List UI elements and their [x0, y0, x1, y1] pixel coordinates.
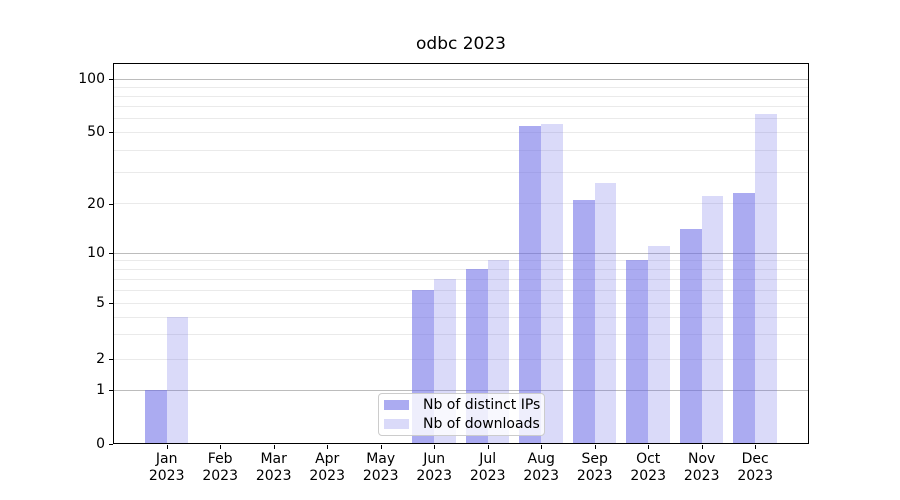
- bar-downloads-sep: [594, 183, 617, 445]
- x-tick-year: 2023: [416, 467, 452, 484]
- gridlines-layer: [113, 63, 809, 445]
- bar-distinct-ips-jan: [144, 389, 167, 445]
- x-tick-year: 2023: [469, 467, 506, 484]
- gridline-5: [113, 303, 809, 305]
- x-tick-mark: [273, 444, 275, 449]
- legend-swatch-distinct-ips: [384, 400, 409, 411]
- bar-distinct-ips-sep: [572, 199, 595, 445]
- x-tick-mark: [220, 444, 222, 449]
- y-tick-label-100: 100: [78, 71, 105, 87]
- y-tick-mark: [109, 359, 114, 360]
- gridline-50: [113, 132, 809, 134]
- x-tick-mark: [380, 444, 382, 449]
- y-tick-mark: [109, 252, 114, 254]
- gridline-20: [113, 203, 809, 205]
- x-tick-year: 2023: [309, 467, 345, 484]
- bar-downloads-oct: [648, 245, 670, 445]
- legend-label-downloads: Nb of downloads: [423, 415, 540, 432]
- legend-item-downloads: Nb of downloads: [384, 415, 540, 433]
- gridline-40: [113, 149, 809, 151]
- x-tick-label-apr: Apr 2023: [297, 451, 357, 484]
- y-tick-label-1: 1: [96, 382, 105, 398]
- x-tick-mark: [755, 444, 757, 449]
- x-tick-year: 2023: [630, 467, 666, 484]
- bar-downloads-nov: [701, 196, 724, 445]
- y-tick-mark: [109, 390, 114, 391]
- x-tick-year: 2023: [148, 467, 185, 484]
- legend: Nb of distinct IPs Nb of downloads: [378, 393, 545, 436]
- y-tick-mark: [109, 79, 114, 80]
- x-tick-mark: [487, 444, 489, 449]
- gridline-70: [113, 106, 809, 108]
- x-tick-mark: [327, 444, 329, 449]
- x-tick-label-mar: Mar 2023: [244, 451, 304, 484]
- y-tick-mark: [109, 444, 114, 446]
- bar-downloads-dec: [755, 114, 777, 445]
- x-tick-label-nov: Nov 2023: [672, 451, 732, 484]
- x-tick-mark: [541, 444, 543, 449]
- legend-label-distinct-ips: Nb of distinct IPs: [423, 397, 541, 414]
- bar-downloads-aug: [541, 123, 563, 445]
- x-tick-mark: [701, 444, 703, 449]
- chart-title: odbc 2023: [416, 34, 506, 54]
- x-tick-label-aug: Aug 2023: [511, 451, 571, 484]
- gridline-100: [113, 78, 809, 80]
- x-tick-mark: [594, 444, 596, 449]
- x-tick-label-jul: Jul 2023: [458, 451, 518, 484]
- gridline-60: [113, 118, 809, 120]
- x-tick-year: 2023: [255, 467, 292, 484]
- bar-distinct-ips-nov: [679, 228, 702, 445]
- gridline-80: [113, 96, 809, 98]
- gridline-8: [113, 268, 809, 270]
- x-tick-label-may: May 2023: [351, 451, 411, 484]
- y-tick-label-10: 10: [87, 244, 105, 261]
- y-tick-label-0: 0: [96, 436, 105, 453]
- gridline-2: [113, 358, 809, 360]
- bar-distinct-ips-dec: [733, 192, 756, 445]
- gridline-4: [113, 316, 809, 318]
- gridline-9: [113, 260, 809, 262]
- x-tick-label-feb: Feb 2023: [190, 451, 250, 484]
- gridline-30: [113, 171, 809, 173]
- gridline-6: [113, 289, 809, 291]
- x-tick-year: 2023: [523, 467, 559, 484]
- x-tick-year: 2023: [576, 467, 613, 484]
- x-tick-year: 2023: [683, 467, 720, 484]
- x-tick-year: 2023: [202, 467, 238, 484]
- y-tick-mark: [109, 303, 114, 305]
- y-tick-label-50: 50: [87, 124, 105, 141]
- bar-downloads-jan: [166, 316, 189, 445]
- bar-distinct-ips-oct: [626, 260, 649, 445]
- y-tick-label-20: 20: [87, 195, 105, 212]
- legend-swatch-downloads: [384, 418, 409, 429]
- x-tick-year: 2023: [362, 467, 399, 484]
- gridline-90: [113, 87, 809, 89]
- bar-distinct-ips-aug: [519, 126, 542, 445]
- legend-item-distinct-ips: Nb of distinct IPs: [384, 396, 541, 414]
- gridline-7: [113, 278, 809, 280]
- x-tick-mark: [166, 444, 168, 449]
- x-tick-mark: [434, 444, 436, 449]
- gridline-1: [113, 389, 809, 391]
- x-tick-label-sep: Sep 2023: [565, 451, 625, 484]
- plot-area: [113, 62, 809, 445]
- x-tick-label-jun: Jun 2023: [404, 451, 464, 484]
- x-tick-label-dec: Dec 2023: [725, 451, 785, 484]
- y-tick-label-2: 2: [96, 351, 105, 367]
- y-tick-mark: [109, 132, 114, 134]
- gridline-10: [113, 252, 809, 254]
- x-tick-mark: [648, 444, 650, 449]
- bars-layer: [113, 63, 809, 445]
- x-tick-label-oct: Oct 2023: [618, 451, 678, 484]
- x-tick-year: 2023: [737, 467, 773, 484]
- y-tick-mark: [109, 203, 114, 205]
- gridline-3: [113, 334, 809, 336]
- x-tick-label-jan: Jan 2023: [137, 451, 197, 484]
- y-tick-label-5: 5: [96, 295, 105, 312]
